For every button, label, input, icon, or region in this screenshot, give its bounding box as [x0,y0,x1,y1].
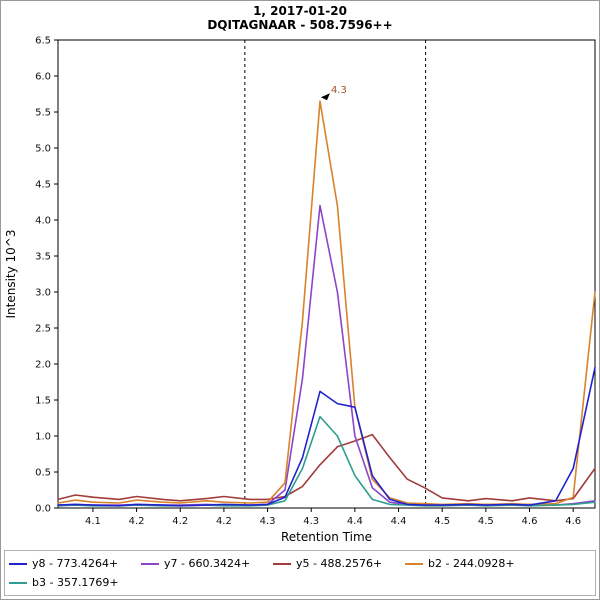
x-tick-label: 4.4 [347,516,363,527]
y-tick-label: 1.0 [35,432,51,443]
chromatogram-canvas: 0.0 0.5 1.0 1.5 2.0 2.5 3.0 3.5 4.0 4.5 5.0 5.5 6.0 6… [4,36,596,544]
y-tick-label: 6.5 [35,36,51,47]
peak-annotation-label: 4.3 [331,85,347,96]
x-tick-label: 4.3 [303,516,319,527]
series-line-b3[interactable] [57,415,596,507]
legend-swatch-y8 [9,562,27,565]
x-tick-label: 4.6 [565,516,581,527]
y-tick-label: 1.5 [35,396,51,407]
y-tick-label: 6.0 [35,72,51,83]
x-tick-label: 4.2 [216,516,232,527]
x-tick-label: 4.2 [129,516,145,527]
legend-swatch-b2 [405,562,423,565]
legend-label-b3: b3 - 357.1769+ [32,576,119,589]
y-tick-label: 2.0 [35,360,51,371]
series-line-y5[interactable] [57,433,596,502]
x-axis-title: Retention Time [281,530,372,544]
plot-frame [57,39,596,509]
chart-title-peptide: DQITAGNAAR - 508.7596++ [207,18,393,32]
y-tick-label: 0.5 [35,468,51,479]
legend-item-b3: b3 - 357.1769+ [9,573,141,592]
y-tick-label: 5.0 [35,144,51,155]
x-tick-label: 4.2 [172,516,188,527]
y-tick-label: 3.5 [35,252,51,263]
x-tick-label: 4.1 [85,516,101,527]
x-tick-label: 4.5 [434,516,450,527]
y-tick-label: 4.0 [35,216,51,227]
y-tick-label: 0.0 [35,504,51,515]
legend-swatch-y5 [273,562,291,565]
chart-title-replicate: 1, 2017-01-20 [253,4,347,18]
series-line-b2[interactable] [57,100,596,506]
legend-item-b2: b2 - 244.0928+ [405,554,537,573]
x-tick-label: 4.4 [391,516,407,527]
y-tick-label: 4.5 [35,180,51,191]
chart-titles: 1, 2017-01-20 DQITAGNAAR - 508.7596++ [1,1,599,32]
legend-item-y5: y5 - 488.2576+ [273,554,405,573]
series-line-y8[interactable] [57,366,596,507]
legend-swatch-y7 [141,562,159,565]
legend-label-y5: y5 - 488.2576+ [296,557,383,570]
legend-label-y8: y8 - 773.4264+ [32,557,119,570]
y-tick-label: 5.5 [35,108,51,119]
x-tick-label: 4.6 [522,516,538,527]
legend-item-y7: y7 - 660.3424+ [141,554,273,573]
legend-swatch-b3 [9,581,27,584]
x-tick-label: 4.5 [478,516,494,527]
series-line-y7[interactable] [57,204,596,506]
legend: y8 - 773.4264+ y7 - 660.3424+ y5 - 488.257… [4,550,596,596]
peak-annotation-arrow [320,93,330,101]
y-tick-label: 2.5 [35,324,51,335]
y-tick-label: 3.0 [35,288,51,299]
y-axis-title: Intensity 10^3 [4,229,18,318]
legend-label-y7: y7 - 660.3424+ [164,557,251,570]
x-tick-label: 4.3 [260,516,276,527]
legend-label-b2: b2 - 244.0928+ [428,557,515,570]
legend-item-y8: y8 - 773.4264+ [9,554,141,573]
